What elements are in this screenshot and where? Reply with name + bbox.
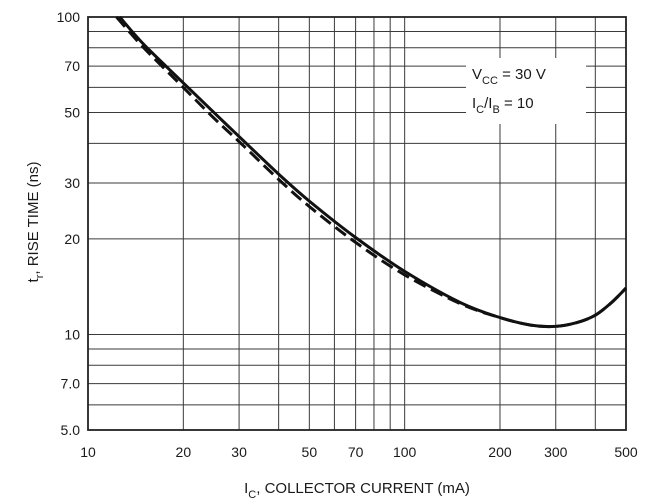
y-tick-label: 5.0 [61, 422, 81, 438]
y-tick-label: 10 [64, 326, 80, 342]
x-tick-label: 200 [488, 444, 512, 460]
y-tick-label: 70 [64, 58, 80, 74]
y-axis-title: tr, RISE TIME (ns) [25, 162, 46, 283]
y-tick-label: 20 [64, 231, 80, 247]
x-tick-label: 70 [348, 444, 364, 460]
x-tick-label: 100 [393, 444, 417, 460]
y-tick-label: 50 [64, 105, 80, 121]
y-tick-label: 7.0 [61, 376, 81, 392]
y-tick-label: 100 [57, 9, 81, 25]
x-axis-title: IC, COLLECTOR CURRENT (mA) [244, 480, 470, 501]
x-tick-labels: 10 20 30 50 70 100 200 300 500 [80, 444, 638, 460]
x-tick-label: 30 [231, 444, 247, 460]
x-tick-label: 20 [176, 444, 192, 460]
y-tick-label: 30 [64, 175, 80, 191]
x-tick-label: 300 [544, 444, 568, 460]
x-tick-label: 50 [302, 444, 318, 460]
x-tick-label: 10 [80, 444, 96, 460]
x-tick-label: 500 [614, 444, 638, 460]
y-tick-labels: 100 70 50 30 20 10 7.0 5.0 [57, 9, 81, 438]
